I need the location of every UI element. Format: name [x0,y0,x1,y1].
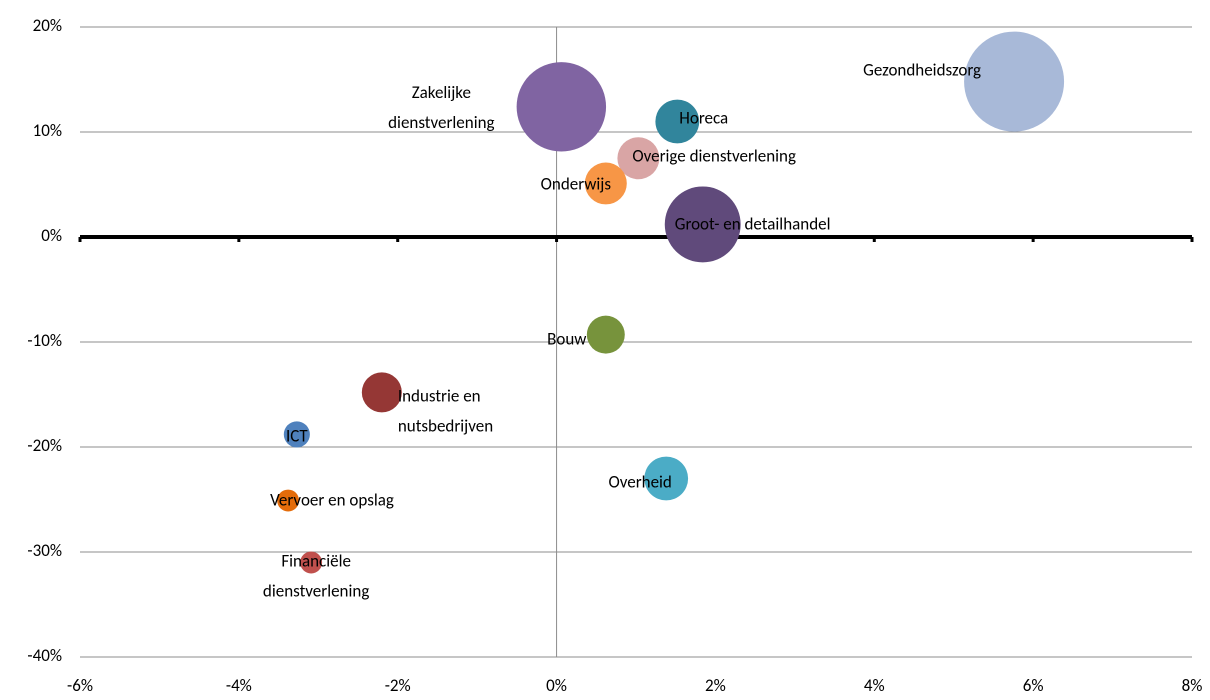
bubble [644,456,689,501]
bubble [664,186,741,263]
bubble [277,489,300,512]
x-tick-label: -6% [67,675,93,696]
bubble-label: Financiële dienstverlening [263,551,369,602]
y-tick-label: -10% [27,330,62,351]
y-tick-label: 0% [41,225,62,246]
x-tick-label: 0% [546,675,567,696]
bubble [516,62,607,152]
bubble [964,31,1065,132]
bubble-label: Industrie en nutsbedrijven [398,385,493,436]
y-tick-label: -20% [27,435,62,456]
bubble-label: Vervoer en opslag [270,490,394,511]
x-tick-label: 4% [864,675,885,696]
x-tick-label: 6% [1023,675,1044,696]
bubble-label: Overige dienstverlening [632,145,796,166]
bubble-label: Overheid [608,472,671,493]
bubble [586,315,625,354]
x-tick-label: 2% [705,675,726,696]
bubble [584,162,627,205]
y-tick-label: 20% [33,15,62,36]
bubble [300,551,323,574]
y-tick-label: 10% [33,120,62,141]
x-tick-label: -2% [385,675,411,696]
x-tick-label: 8% [1182,675,1203,696]
bubble-label: Onderwijs [541,174,612,195]
bubble [617,137,660,180]
bubble-label: ICT [286,425,308,446]
y-tick-label: -30% [27,540,62,561]
y-tick-label: -40% [27,645,62,666]
bubble-label: Zakelijke dienstverlening [388,82,494,133]
x-tick-label: -4% [226,675,252,696]
bubble-label: Bouw [547,329,586,350]
bubble [361,372,402,413]
bubble-label: Groot- en detailhandel [675,213,831,234]
bubble-label: Gezondheidszorg [863,60,981,81]
bubble [283,421,310,448]
bubble [655,99,700,144]
bubble-label: Horeca [679,108,728,129]
